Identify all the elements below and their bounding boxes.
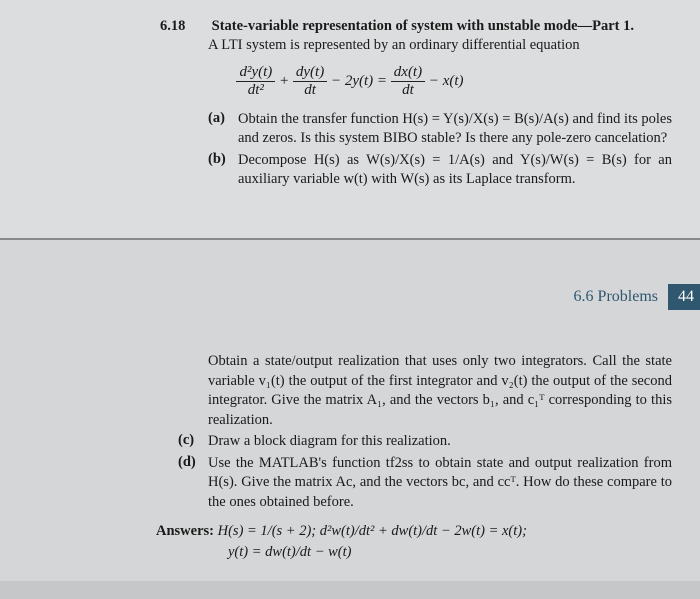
problem-number: 6.18 (160, 18, 208, 35)
frac-num: d²y(t) (236, 64, 275, 82)
parts-top: (a) Obtain the transfer function H(s) = … (208, 110, 672, 190)
frac-den: dt (293, 82, 327, 99)
part-label: (c) (178, 432, 208, 452)
frac-den: dt² (236, 82, 275, 99)
bottom-body: Obtain a state/output realization that u… (208, 240, 672, 430)
part-label: (b) (208, 151, 238, 190)
differential-equation: d²y(t) dt² + dy(t) dt − 2y(t) = dx(t) dt… (28, 64, 672, 100)
section-header: 6.6 Problems 44 (574, 284, 700, 310)
fraction-dx: dx(t) dt (391, 64, 425, 100)
realization-paragraph: Obtain a state/output realization that u… (208, 352, 672, 430)
section-label: 6.6 Problems (574, 288, 658, 306)
parts-bottom: (c) Draw a block diagram for this realiz… (178, 432, 672, 512)
part-a: (a) Obtain the transfer function H(s) = … (208, 110, 672, 149)
part-label: (d) (178, 454, 208, 513)
page-number-badge: 44 (668, 284, 700, 310)
frac-num: dy(t) (293, 64, 327, 82)
page-bottom-region: 6.6 Problems 44 Obtain a state/output re… (0, 240, 700, 581)
eq-minus2y: − 2y(t) = (331, 73, 391, 89)
part-d: (d) Use the MATLAB's function tf2ss to o… (178, 454, 672, 513)
eq-tail: − x(t) (429, 73, 464, 89)
problem-title: State-variable representation of system … (212, 18, 634, 34)
page-top-region: 6.18 State-variable representation of sy… (0, 0, 700, 238)
answers-line1: H(s) = 1/(s + 2); d²w(t)/dt² + dw(t)/dt … (218, 523, 527, 539)
part-body: Use the MATLAB's function tf2ss to obtai… (208, 454, 672, 513)
part-body: Obtain the transfer function H(s) = Y(s)… (238, 110, 672, 149)
problem-header: 6.18 State-variable representation of sy… (160, 18, 672, 35)
problem-intro: A LTI system is represented by an ordina… (208, 37, 672, 54)
answers-block: Answers: H(s) = 1/(s + 2); d²w(t)/dt² + … (156, 521, 672, 563)
answers-line2: y(t) = dw(t)/dt − w(t) (228, 542, 351, 563)
frac-num: dx(t) (391, 64, 425, 82)
part-b: (b) Decompose H(s) as W(s)/X(s) = 1/A(s)… (208, 151, 672, 190)
part-body: Decompose H(s) as W(s)/X(s) = 1/A(s) and… (238, 151, 672, 190)
part-body: Draw a block diagram for this realizatio… (208, 432, 672, 452)
frac-den: dt (391, 82, 425, 99)
answers-label: Answers: (156, 523, 214, 539)
fraction-d2y: d²y(t) dt² (236, 64, 275, 100)
eq-plus: + (279, 73, 293, 89)
part-label: (a) (208, 110, 238, 149)
fraction-dy: dy(t) dt (293, 64, 327, 100)
part-c: (c) Draw a block diagram for this realiz… (178, 432, 672, 452)
